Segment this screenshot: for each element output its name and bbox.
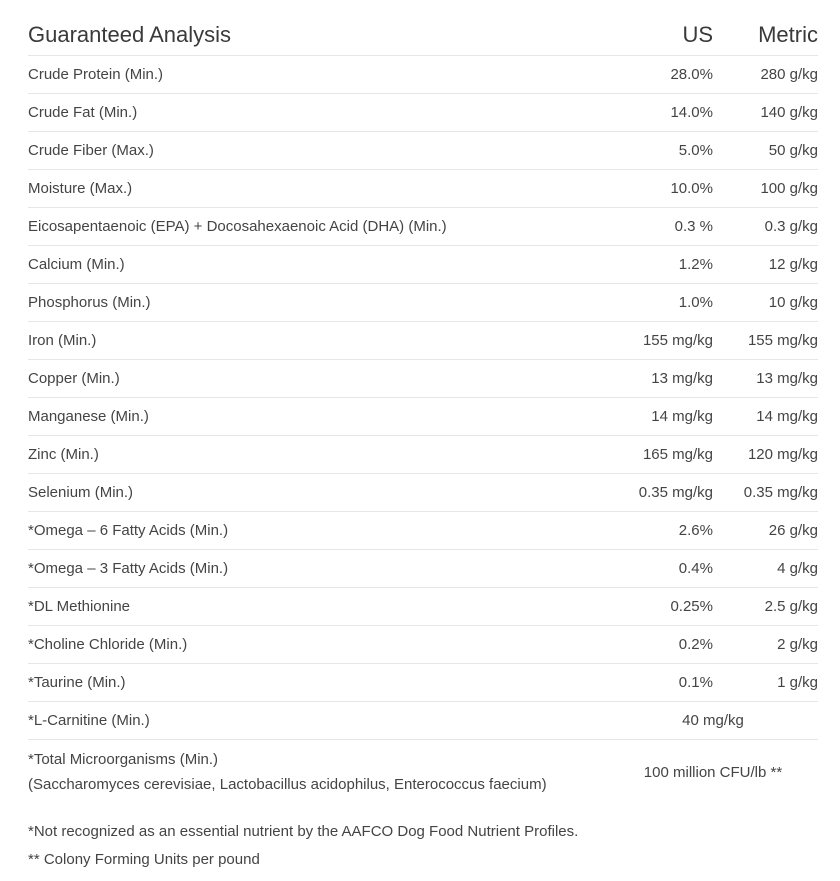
analysis-table: Guaranteed Analysis US Metric Crude Prot… (28, 14, 818, 804)
metric-value: 1 g/kg (713, 663, 818, 702)
nutrient-value-combined: 40 mg/kg (608, 701, 818, 740)
table-row: Phosphorus (Min.) 1.0% 10 g/kg (28, 283, 818, 322)
us-value: 0.25% (608, 587, 713, 626)
metric-value: 26 g/kg (713, 511, 818, 550)
nutrient-name: *Choline Chloride (Min.) (28, 625, 608, 664)
table-row: Copper (Min.) 13 mg/kg 13 mg/kg (28, 359, 818, 398)
table-body: Crude Protein (Min.) 28.0% 280 g/kg Crude F… (28, 55, 818, 805)
nutrient-name: *Taurine (Min.) (28, 663, 608, 702)
table-row: Eicosapentaenoic (EPA) + Docosahexaenoic… (28, 207, 818, 246)
metric-value: 120 mg/kg (713, 435, 818, 474)
metric-value: 2 g/kg (713, 625, 818, 664)
table-row: Crude Protein (Min.) 28.0% 280 g/kg (28, 55, 818, 94)
nutrient-name: Selenium (Min.) (28, 473, 608, 512)
table-row: Crude Fiber (Max.) 5.0% 50 g/kg (28, 131, 818, 170)
metric-value: 0.3 g/kg (713, 207, 818, 246)
nutrient-species: (Saccharomyces cerevisiae, Lactobacillus… (28, 776, 547, 793)
nutrient-name: *Omega – 3 Fatty Acids (Min.) (28, 549, 608, 588)
table-row: *L-Carnitine (Min.) 40 mg/kg (28, 701, 818, 740)
metric-value: 12 g/kg (713, 245, 818, 284)
metric-value: 10 g/kg (713, 283, 818, 322)
table-row: Crude Fat (Min.) 14.0% 140 g/kg (28, 93, 818, 132)
metric-value: 14 mg/kg (713, 397, 818, 436)
us-value: 5.0% (608, 131, 713, 170)
metric-value: 50 g/kg (713, 131, 818, 170)
nutrient-name: *DL Methionine (28, 587, 608, 626)
metric-value: 155 mg/kg (713, 321, 818, 360)
table-row: *Omega – 6 Fatty Acids (Min.) 2.6% 26 g/kg (28, 511, 818, 550)
us-value: 2.6% (608, 511, 713, 550)
nutrient-name: Crude Protein (Min.) (28, 55, 608, 94)
metric-value: 13 mg/kg (713, 359, 818, 398)
us-value: 0.3 % (608, 207, 713, 246)
nutrient-name: Crude Fat (Min.) (28, 93, 608, 132)
metric-value: 2.5 g/kg (713, 587, 818, 626)
us-value: 165 mg/kg (608, 435, 713, 474)
column-header-us: US (608, 14, 713, 56)
table-row: *Total Microorganisms (Min.) (Saccharomy… (28, 740, 818, 805)
us-value: 14 mg/kg (608, 397, 713, 436)
metric-value: 280 g/kg (713, 55, 818, 94)
us-value: 13 mg/kg (608, 359, 713, 398)
table-row: Moisture (Max.) 10.0% 100 g/kg (28, 169, 818, 208)
nutrient-value-combined: 100 million CFU/lb ** (643, 763, 783, 781)
nutrient-name: Calcium (Min.) (28, 245, 608, 284)
nutrient-name: Manganese (Min.) (28, 397, 608, 436)
nutrient-name: *L-Carnitine (Min.) (28, 701, 608, 740)
nutrient-name: Eicosapentaenoic (EPA) + Docosahexaenoic… (28, 207, 608, 246)
us-value: 14.0% (608, 93, 713, 132)
table-row: *Choline Chloride (Min.) 0.2% 2 g/kg (28, 625, 818, 664)
footnote: ** Colony Forming Units per pound (28, 851, 260, 868)
us-value: 0.2% (608, 625, 713, 664)
us-value: 0.4% (608, 549, 713, 588)
us-value: 10.0% (608, 169, 713, 208)
nutrient-name: Zinc (Min.) (28, 435, 608, 474)
table-header-row: Guaranteed Analysis US Metric (28, 14, 818, 56)
us-value: 155 mg/kg (608, 321, 713, 360)
table-row: *DL Methionine 0.25% 2.5 g/kg (28, 587, 818, 626)
table-row: Manganese (Min.) 14 mg/kg 14 mg/kg (28, 397, 818, 436)
us-value: 0.35 mg/kg (608, 473, 713, 512)
metric-value: 4 g/kg (713, 549, 818, 588)
table-row: Iron (Min.) 155 mg/kg 155 mg/kg (28, 321, 818, 360)
nutrient-name: Crude Fiber (Max.) (28, 131, 608, 170)
table-row: Zinc (Min.) 165 mg/kg 120 mg/kg (28, 435, 818, 474)
table-title: Guaranteed Analysis (28, 14, 608, 56)
table-row: Selenium (Min.) 0.35 mg/kg 0.35 mg/kg (28, 473, 818, 512)
metric-value: 100 g/kg (713, 169, 818, 208)
nutrient-name: Moisture (Max.) (28, 169, 608, 208)
footnote: *Not recognized as an essential nutrient… (28, 823, 579, 840)
nutrient-name: *Total Microorganisms (Min.) (28, 751, 219, 768)
nutrient-name: Iron (Min.) (28, 321, 608, 360)
nutrient-name: Phosphorus (Min.) (28, 283, 608, 322)
nutrient-name-cell: *Total Microorganisms (Min.) (Saccharomy… (28, 740, 608, 805)
table-row: *Omega – 3 Fatty Acids (Min.) 0.4% 4 g/kg (28, 549, 818, 588)
metric-value: 0.35 mg/kg (713, 473, 818, 512)
footnotes: *Not recognized as an essential nutrient… (28, 818, 578, 874)
nutrient-name: *Omega – 6 Fatty Acids (Min.) (28, 511, 608, 550)
metric-value: 140 g/kg (713, 93, 818, 132)
us-value: 1.2% (608, 245, 713, 284)
nutrient-name: Copper (Min.) (28, 359, 608, 398)
table-row: *Taurine (Min.) 0.1% 1 g/kg (28, 663, 818, 702)
table-row: Calcium (Min.) 1.2% 12 g/kg (28, 245, 818, 284)
us-value: 1.0% (608, 283, 713, 322)
column-header-metric: Metric (713, 14, 818, 56)
us-value: 0.1% (608, 663, 713, 702)
us-value: 28.0% (608, 55, 713, 94)
